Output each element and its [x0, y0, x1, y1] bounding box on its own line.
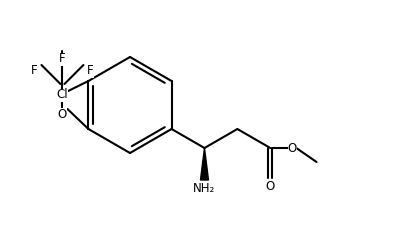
Text: O: O: [58, 108, 67, 121]
Polygon shape: [200, 148, 208, 180]
Text: F: F: [59, 52, 66, 65]
Text: F: F: [31, 65, 38, 77]
Text: NH₂: NH₂: [193, 182, 216, 196]
Text: Cl: Cl: [56, 88, 68, 101]
Text: O: O: [288, 142, 297, 155]
Text: O: O: [266, 180, 275, 193]
Text: F: F: [87, 65, 94, 77]
